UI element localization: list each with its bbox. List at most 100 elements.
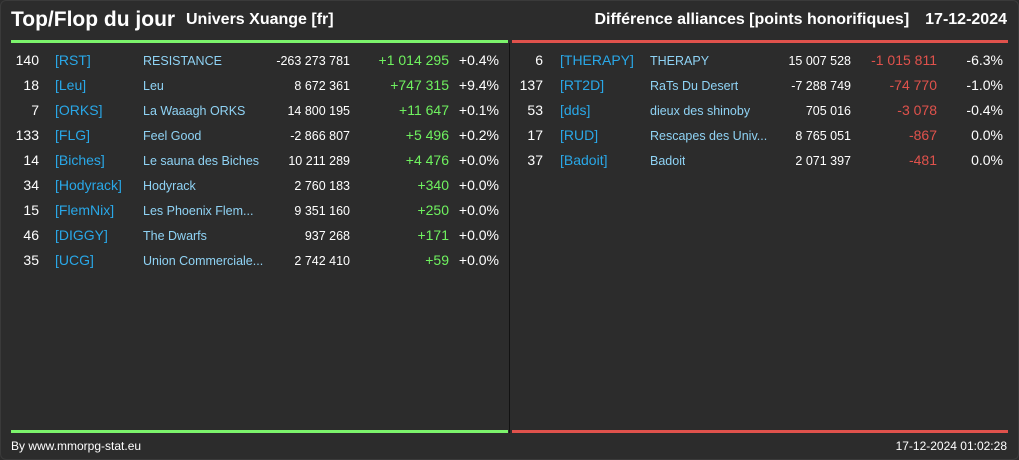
alliance-points: 2 760 183 [294, 179, 350, 193]
alliance-name-link[interactable]: RaTs Du Desert [650, 79, 739, 93]
alliance-tag-link[interactable]: [RT2D] [560, 77, 605, 93]
alliance-name-link[interactable]: Hodyrack [143, 179, 196, 193]
footer-timestamp: 17-12-2024 01:02:28 [895, 439, 1007, 453]
alliance-name-link[interactable]: La Waaagh ORKS [143, 104, 246, 118]
alliance-rank: 7 [31, 102, 39, 118]
alliance-name-link[interactable]: THERAPY [650, 54, 710, 68]
alliance-rank: 35 [23, 252, 39, 268]
table-row: 35 [UCG] Union Commerciale... 2 742 410 +59 +… [0, 249, 509, 274]
top-panel: 140 [RST] RESISTANCE -263 273 781 +1 014 295… [0, 49, 509, 274]
table-row: 7 [ORKS] La Waaagh ORKS 14 800 195 +11 647 +0… [0, 99, 509, 124]
alliance-tag-link[interactable]: [ORKS] [55, 102, 103, 118]
alliance-rank: 53 [527, 102, 543, 118]
alliance-diff: +747 315 [390, 77, 449, 93]
alliance-rank: 14 [23, 152, 39, 168]
alliance-name-link[interactable]: Badoit [650, 154, 686, 168]
alliance-tag-link[interactable]: [dds] [560, 102, 591, 118]
alliance-pct: +0.0% [458, 152, 499, 168]
alliance-tag-link[interactable]: [Leu] [55, 77, 87, 93]
table-row: 53 [dds] dieux des shinoby 705 016 -3 078 -0.… [510, 99, 1019, 124]
alliance-points: 937 268 [304, 229, 350, 243]
table-row: 140 [RST] RESISTANCE -263 273 781 +1 014 295… [0, 49, 509, 74]
flop-accent-bar [512, 40, 1008, 43]
alliance-points: -263 273 781 [276, 54, 350, 68]
alliance-name-link[interactable]: Feel Good [143, 129, 202, 143]
universe-label: Univers Xuange [fr] [186, 11, 334, 28]
alliance-points: 9 351 160 [294, 204, 350, 218]
alliance-rank: 46 [23, 227, 39, 243]
alliance-points: 2 071 397 [795, 154, 851, 168]
panel-divider [509, 43, 510, 433]
top-accent-bar-bottom [11, 430, 508, 433]
alliance-diff: +11 647 [399, 102, 449, 118]
alliance-tag-link[interactable]: [FlemNix] [55, 202, 115, 218]
alliance-pct: -0.4% [966, 102, 1003, 118]
table-row: 37 [Badoit] Badoit 2 071 397 -481 0.0% [510, 149, 1019, 174]
table-row: 18 [Leu] Leu 8 672 361 +747 315 +9.4% [0, 74, 509, 99]
alliance-diff: +1 014 295 [378, 52, 449, 68]
alliance-points: 2 742 410 [294, 254, 350, 268]
alliance-name-link[interactable]: The Dwarfs [143, 229, 207, 243]
alliance-diff: +171 [417, 227, 449, 243]
alliance-points: -7 288 749 [791, 79, 851, 93]
alliance-name-link[interactable]: Leu [143, 79, 164, 93]
header: Top/Flop du jour Univers Xuange [fr] Dif… [0, 0, 1019, 40]
top-accent-bar [11, 40, 508, 43]
alliance-pct: +0.4% [458, 52, 499, 68]
page-title: Top/Flop du jour [11, 8, 176, 31]
alliance-tag-link[interactable]: [DIGGY] [55, 227, 108, 243]
alliance-tag-link[interactable]: [Badoit] [560, 152, 608, 168]
alliance-tag-link[interactable]: [RUD] [560, 127, 599, 143]
alliance-rank: 17 [527, 127, 543, 143]
table-row: 137 [RT2D] RaTs Du Desert -7 288 749 -74 770… [510, 74, 1019, 99]
alliance-tag-link[interactable]: [RST] [55, 52, 91, 68]
alliance-points: 14 800 195 [287, 104, 350, 118]
alliance-rank: 133 [15, 127, 39, 143]
alliance-rank: 34 [23, 177, 39, 193]
alliance-pct: +0.1% [458, 102, 499, 118]
alliance-rank: 6 [535, 52, 543, 68]
table-row: 17 [RUD] Rescapes des Univ... 8 765 051 -867… [510, 124, 1019, 149]
alliance-pct: +0.0% [458, 252, 499, 268]
table-row: 14 [Biches] Le sauna des Biches 10 211 289 +… [0, 149, 509, 174]
alliance-pct: +0.0% [458, 227, 499, 243]
alliance-diff: -867 [908, 127, 937, 143]
alliance-rank: 18 [23, 77, 39, 93]
flop-accent-bar-bottom [512, 430, 1008, 433]
flop-panel: 6 [THERAPY] THERAPY 15 007 528 -1 015 811 -6.… [510, 49, 1019, 174]
footer-credit-link[interactable]: By www.mmorpg-stat.eu [11, 439, 142, 453]
alliance-points: 8 765 051 [795, 129, 851, 143]
alliance-diff: +59 [425, 252, 449, 268]
alliance-diff: -3 078 [897, 102, 937, 118]
alliance-rank: 137 [519, 77, 543, 93]
subtitle: Différence alliances [points honorifique… [594, 11, 910, 28]
alliance-pct: 0.0% [971, 127, 1003, 143]
alliance-diff: +250 [417, 202, 449, 218]
alliance-name-link[interactable]: RESISTANCE [143, 54, 222, 68]
alliance-points: -2 866 807 [290, 129, 350, 143]
alliance-diff: +5 496 [405, 127, 449, 143]
alliance-pct: +0.0% [458, 202, 499, 218]
alliance-diff: +340 [417, 177, 449, 193]
alliance-tag-link[interactable]: [Biches] [55, 152, 105, 168]
alliance-rank: 15 [23, 202, 39, 218]
alliance-pct: +9.4% [458, 77, 499, 93]
alliance-points: 8 672 361 [294, 79, 350, 93]
header-date: 17-12-2024 [925, 11, 1007, 28]
alliance-points: 705 016 [805, 104, 851, 118]
alliance-diff: -481 [908, 152, 937, 168]
table-row: 133 [FLG] Feel Good -2 866 807 +5 496 +0.2% [0, 124, 509, 149]
alliance-name-link[interactable]: dieux des shinoby [650, 104, 751, 118]
alliance-tag-link[interactable]: [FLG] [55, 127, 91, 143]
alliance-tag-link[interactable]: [Hodyrack] [55, 177, 122, 193]
alliance-rank: 37 [527, 152, 543, 168]
alliance-name-link[interactable]: Les Phoenix Flem... [143, 204, 254, 218]
table-row: 46 [DIGGY] The Dwarfs 937 268 +171 +0.0% [0, 224, 509, 249]
alliance-pct: +0.0% [458, 177, 499, 193]
table-row: 6 [THERAPY] THERAPY 15 007 528 -1 015 811 -6.… [510, 49, 1019, 74]
alliance-tag-link[interactable]: [UCG] [55, 252, 94, 268]
alliance-diff: -1 015 811 [871, 52, 937, 68]
alliance-pct: -6.3% [966, 52, 1003, 68]
alliance-tag-link[interactable]: [THERAPY] [560, 52, 634, 68]
table-row: 15 [FlemNix] Les Phoenix Flem... 9 351 160 +… [0, 199, 509, 224]
